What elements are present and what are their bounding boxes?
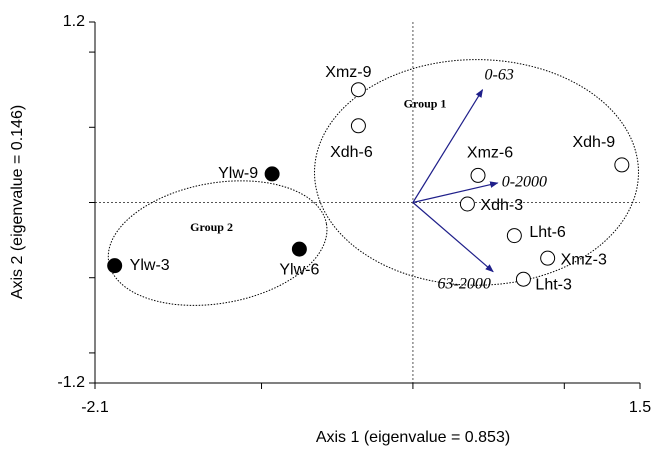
point (459, 196, 475, 212)
point-label: Lht-6 (529, 224, 566, 241)
point-label: Xdh-6 (330, 144, 373, 161)
point (350, 82, 366, 98)
vector-label: 0-2000 (502, 174, 547, 191)
vector-arrow (412, 88, 484, 203)
point (515, 271, 531, 287)
point (264, 166, 280, 182)
x-axis-label: Axis 1 (eigenvalue = 0.853) (316, 429, 510, 446)
point-label: Xdh-3 (480, 197, 523, 214)
point-label: Ylw-6 (279, 261, 319, 278)
x-tick-label: -2.1 (81, 399, 109, 416)
vector-arrow (412, 202, 494, 273)
group-label: Group 1 (404, 96, 447, 110)
point (350, 118, 366, 134)
point-label: Xmz-6 (467, 145, 513, 162)
point (614, 157, 630, 173)
point (506, 228, 522, 244)
x-tick-label: 1.5 (629, 399, 651, 416)
point-label: Xmz-9 (325, 64, 371, 81)
point-label: Xmz-3 (561, 251, 607, 268)
vector-label: 63-2000 (437, 275, 490, 292)
vector-arrow (412, 181, 499, 204)
point-label: Ylw-3 (130, 257, 170, 274)
point (291, 241, 307, 257)
point-label: Lht-3 (535, 276, 572, 293)
point-label: Xdh-9 (572, 134, 615, 151)
group-label: Group 2 (190, 220, 233, 234)
point-label: Ylw-9 (218, 165, 258, 182)
group-ellipse (314, 59, 639, 286)
y-axis-label: Axis 2 (eigenvalue = 0.146) (9, 105, 26, 299)
point (107, 258, 123, 274)
y-tick-label: -1.2 (57, 374, 85, 391)
point (470, 167, 486, 183)
point (540, 250, 556, 266)
y-tick-label: 1.2 (63, 13, 85, 30)
vector-label: 0-63 (485, 66, 514, 83)
